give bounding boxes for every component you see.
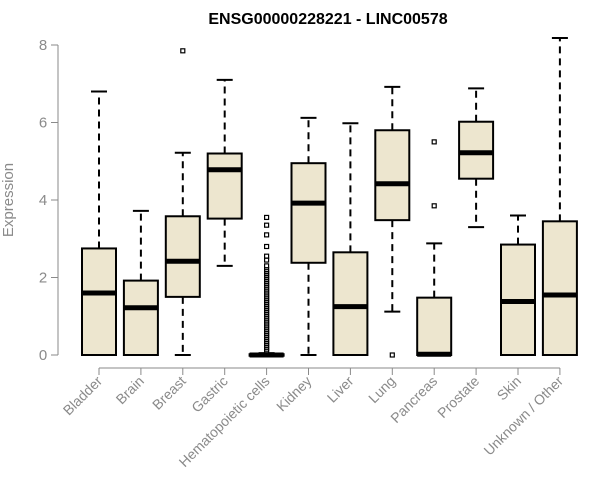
iqr-box (332, 251, 369, 356)
y-tick-label: 0 (39, 347, 47, 364)
outlier-point (264, 263, 270, 269)
box-kidney (290, 116, 327, 356)
x-tick-label: Lung (365, 373, 398, 406)
box-skin (500, 214, 536, 356)
outlier-point (264, 232, 270, 238)
box-lung (374, 85, 411, 358)
outlier-point (264, 222, 270, 228)
iqr-box (416, 296, 453, 356)
box-pancreas (416, 139, 453, 357)
y-axis: 0 2 4 6 8 (39, 37, 59, 364)
y-tick-label: 6 (39, 115, 47, 132)
outlier-point (431, 139, 437, 145)
x-tick-label: Breast (149, 373, 189, 413)
boxes-group (81, 37, 578, 358)
box-brain (122, 209, 159, 357)
box-unknown-other (541, 37, 578, 356)
iqr-box (122, 279, 159, 357)
iqr-box (206, 152, 243, 220)
outlier-point (264, 253, 270, 259)
iqr-box (458, 120, 495, 180)
outlier-point (389, 352, 395, 358)
box-breast (164, 48, 201, 356)
x-tick-label: Pancreas (387, 373, 440, 426)
iqr-box (81, 247, 117, 356)
outlier-point (180, 48, 186, 54)
x-tick-label: Unknown / Other (480, 373, 566, 459)
iqr-box (164, 215, 201, 298)
iqr-box (290, 162, 327, 264)
iqr-box (541, 220, 578, 356)
box-prostate (458, 87, 495, 229)
y-tick-label: 2 (39, 270, 47, 287)
y-axis-label: Expression (0, 163, 17, 237)
x-tick-label: Skin (494, 373, 525, 404)
y-tick-label: 4 (39, 192, 47, 209)
outlier-point (264, 214, 270, 221)
x-tick-label: Liver (324, 373, 357, 406)
outlier-point (431, 203, 437, 209)
x-tick-label: Kidney (273, 373, 315, 415)
box-liver (332, 122, 369, 356)
x-tick-label: Bladder (60, 373, 106, 419)
outlier-point (264, 243, 270, 250)
chart-title: ENSG00000228221 - LINC00578 (208, 11, 447, 28)
x-tick-label: Prostate (434, 373, 482, 421)
box-hematopoietic-cells (248, 214, 285, 358)
x-tick-label: Brain (113, 373, 147, 407)
box-gastric (206, 78, 243, 267)
y-tick-label: 8 (39, 37, 47, 54)
iqr-box (374, 129, 411, 222)
box-bladder (81, 90, 117, 356)
